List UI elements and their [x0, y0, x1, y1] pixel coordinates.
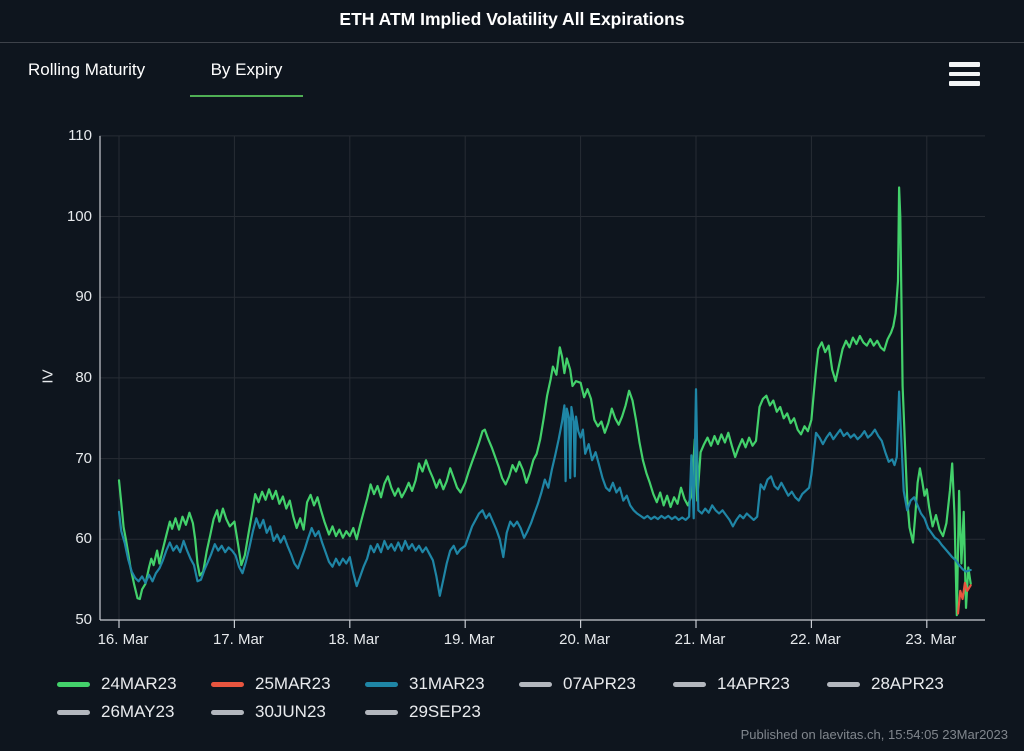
legend-item-25mar23[interactable]: 25MAR23	[211, 670, 365, 698]
legend-label: 14APR23	[717, 674, 790, 693]
legend-item-29sep23[interactable]: 29SEP23	[365, 698, 519, 726]
x-tick-label: 20. Mar	[559, 631, 611, 648]
legend-label: 24MAR23	[101, 674, 177, 693]
tab-bar: Rolling Maturity By Expiry	[0, 43, 1024, 98]
active-tab-underline	[190, 95, 303, 97]
legend-label: 30JUN23	[255, 702, 326, 721]
series-24mar23-line	[117, 186, 972, 617]
legend-swatch	[211, 709, 244, 715]
legend-item-24mar23[interactable]: 24MAR23	[57, 670, 211, 698]
y-axis-title: IV	[39, 369, 57, 384]
series-31mar23-line	[117, 388, 972, 597]
legend-swatch	[365, 681, 398, 687]
tab-rolling-maturity[interactable]: Rolling Maturity	[28, 60, 146, 79]
x-tick-label: 22. Mar	[789, 631, 841, 648]
legend-label: 07APR23	[563, 674, 636, 693]
tab-by-expiry[interactable]: By Expiry	[210, 60, 283, 79]
legend-item-14apr23[interactable]: 14APR23	[673, 670, 827, 698]
legend-swatch	[57, 681, 90, 687]
legend-label: 26MAY23	[101, 702, 175, 721]
legend-swatch	[673, 681, 706, 687]
legend-item-07apr23[interactable]: 07APR23	[519, 670, 673, 698]
chart-legend: 24MAR23 25MAR23 31MAR23 07APR23 14APR23 28APR…	[57, 670, 991, 726]
legend-label: 29SEP23	[409, 702, 481, 721]
legend-label: 31MAR23	[409, 674, 485, 693]
y-tick-label: 110	[68, 126, 92, 144]
x-tick-label: 19. Mar	[443, 631, 495, 648]
x-tick-label: 23. Mar	[905, 631, 957, 648]
legend-item-31mar23[interactable]: 31MAR23	[365, 670, 519, 698]
series-25mar23-line	[956, 581, 972, 615]
x-tick-label: 21. Mar	[674, 631, 726, 648]
legend-item-28apr23[interactable]: 28APR23	[827, 670, 981, 698]
y-tick-label: 60	[75, 530, 92, 548]
x-tick-label: 17. Mar	[212, 631, 264, 648]
legend-swatch	[827, 681, 860, 687]
page-title: ETH ATM Implied Volatility All Expiratio…	[339, 9, 685, 29]
legend-label: 28APR23	[871, 674, 944, 693]
footer-note: Published on laevitas.ch, 15:54:05 23Mar…	[740, 727, 1008, 742]
y-tick-label: 70	[75, 449, 92, 467]
legend-item-30jun23[interactable]: 30JUN23	[211, 698, 365, 726]
y-tick-label: 50	[75, 611, 92, 628]
legend-swatch	[211, 681, 244, 687]
x-tick-label: 18. Mar	[328, 631, 380, 648]
legend-swatch	[365, 709, 398, 715]
hamburger-menu-icon[interactable]	[949, 62, 980, 86]
header-divider	[0, 42, 1024, 43]
legend-swatch	[519, 681, 552, 687]
legend-label: 25MAR23	[255, 674, 331, 693]
x-tick-label: 16. Mar	[97, 631, 149, 648]
legend-item-26may23[interactable]: 26MAY23	[57, 698, 211, 726]
y-tick-label: 80	[75, 368, 92, 386]
y-tick-label: 100	[66, 207, 92, 225]
y-tick-label: 90	[75, 288, 92, 306]
legend-swatch	[57, 709, 90, 715]
